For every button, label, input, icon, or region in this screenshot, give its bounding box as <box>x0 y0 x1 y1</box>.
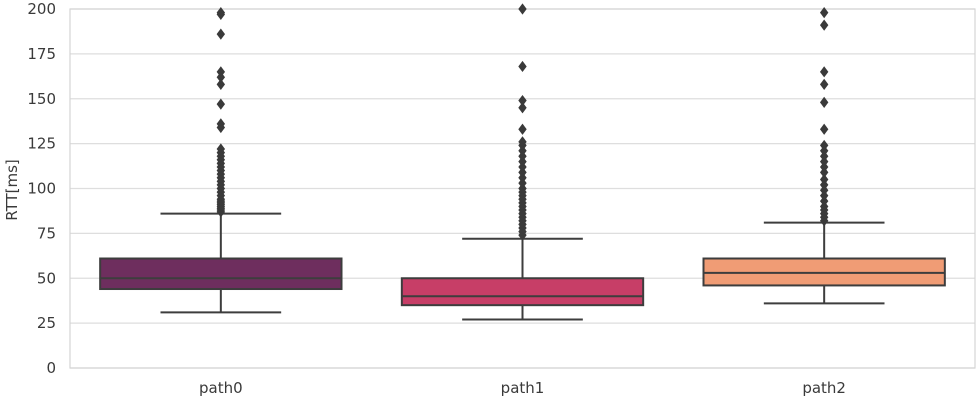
x-tick-label-path0: path0 <box>199 379 243 397</box>
y-tick-labels: 0 25 50 75 100 125 150 175 200 <box>27 0 56 377</box>
box-group-path2 <box>702 6 946 305</box>
outlier-path0-25 <box>216 78 226 90</box>
y-tick-label-100: 100 <box>27 180 56 198</box>
outlier-path0-28 <box>216 28 226 40</box>
outlier-path1-23 <box>518 123 527 135</box>
outlier-path0-24 <box>216 98 226 110</box>
x-tick-label-path1: path1 <box>501 379 545 397</box>
boxes <box>99 3 946 321</box>
outlier-path2-21 <box>819 6 829 19</box>
outlier-path2-15 <box>819 139 829 152</box>
outlier-path0-23 <box>216 118 226 130</box>
outlier-path1-22 <box>518 136 527 148</box>
outlier-path2-19 <box>819 66 829 78</box>
y-tick-label-25: 25 <box>37 314 56 332</box>
y-tick-label-175: 175 <box>27 45 56 63</box>
y-axis-label: RTT[ms] <box>3 159 21 221</box>
y-tick-label-125: 125 <box>27 135 56 153</box>
outlier-path1-26 <box>518 60 527 73</box>
x-tick-labels: path0 path1 path2 <box>199 379 846 397</box>
outlier-path2-20 <box>819 19 829 31</box>
outlier-path1-27 <box>518 3 527 15</box>
outlier-path2-16 <box>819 123 829 135</box>
outlier-path0-30 <box>216 6 226 19</box>
outlier-path2-18 <box>819 78 829 90</box>
box-path1 <box>400 277 645 307</box>
y-tick-label-75: 75 <box>37 224 56 242</box>
box-group-path1 <box>400 3 645 321</box>
y-tick-label-200: 200 <box>27 0 56 18</box>
outlier-path1-24 <box>518 102 527 114</box>
outlier-path2-17 <box>819 96 829 108</box>
outlier-path2-9 <box>819 173 829 186</box>
y-tick-label-50: 50 <box>37 269 56 287</box>
y-tick-label-0: 0 <box>46 359 56 377</box>
outlier-path1-25 <box>518 94 527 107</box>
x-tick-label-path2: path2 <box>802 379 846 397</box>
box-path0 <box>99 257 343 291</box>
y-tick-label-150: 150 <box>27 90 56 108</box>
outlier-path0-27 <box>216 66 226 78</box>
box-group-path0 <box>99 6 343 314</box>
outlier-path0-21 <box>216 143 226 155</box>
